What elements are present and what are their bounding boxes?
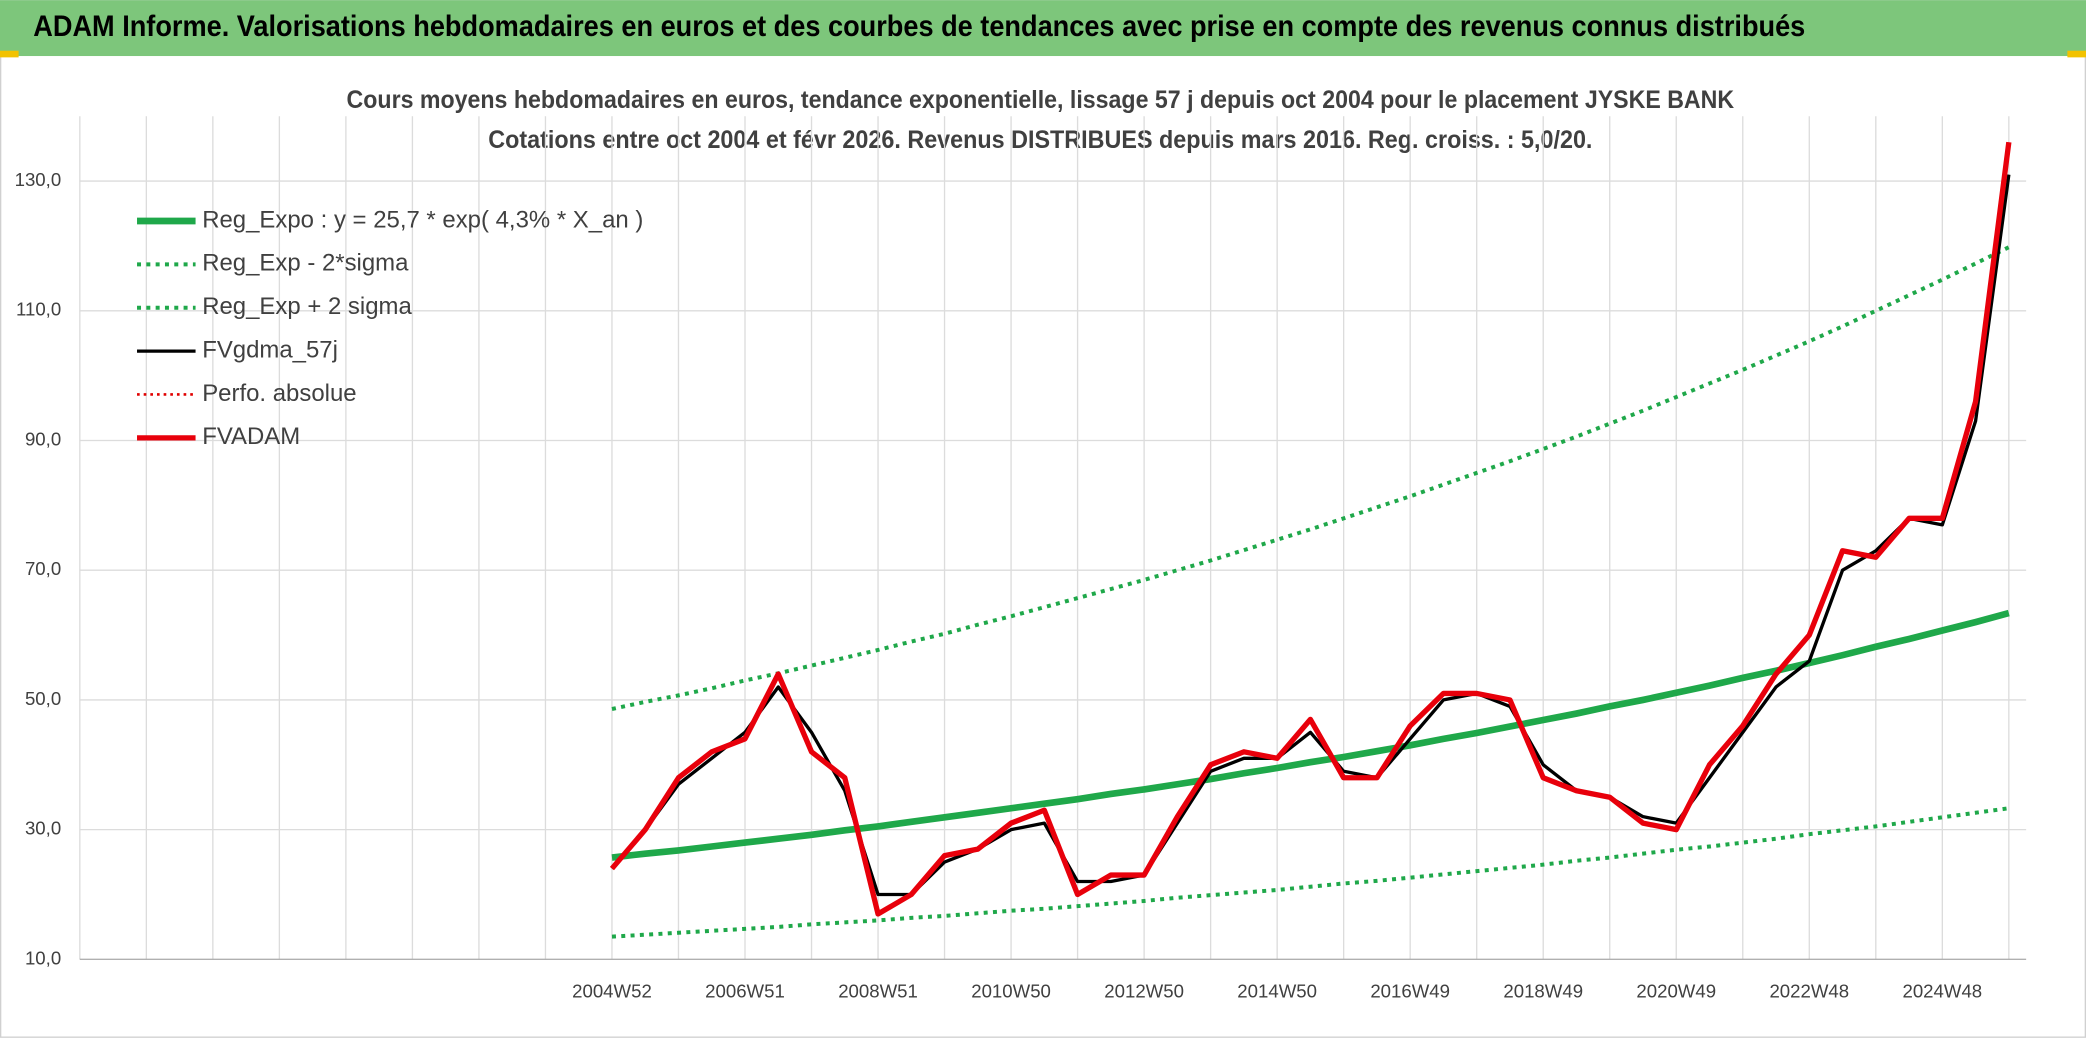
corner (0, 50, 19, 58)
plot (609, 141, 2012, 939)
legend-label: Reg_Exp + 2 sigma (202, 293, 412, 320)
series-line (609, 141, 2012, 917)
x-tick-label: 2014W50 (1237, 981, 1317, 1002)
legend-label: Reg_Expo : y = 25,7 * exp( 4,3% * X_an ) (202, 206, 643, 233)
x-tick-label: 2004W52 (572, 981, 652, 1002)
header-title: ADAM Informe. Valorisations hebdomadaire… (33, 11, 1805, 43)
legend: Reg_Expo : y = 25,7 * exp( 4,3% * X_an )… (137, 206, 643, 450)
x-tick-label: 2008W51 (838, 981, 918, 1002)
legend-label: Reg_Exp - 2*sigma (202, 250, 409, 277)
y-tick-label: 70,0 (25, 558, 61, 579)
x-tick-label: 2020W49 (1636, 981, 1716, 1002)
x-tick-label: 2024W48 (1902, 981, 1982, 1002)
y-tick-label: 50,0 (25, 688, 61, 709)
x-tick-label: 2018W49 (1503, 981, 1583, 1002)
y-tick-label: 110,0 (16, 299, 61, 320)
y-tick-label: 30,0 (25, 818, 61, 839)
legend-label: FVgdma_57j (202, 336, 338, 363)
grid: 2004W52 2006W51 2008W51 2010W50 2012W50 2014W… (15, 116, 2027, 1002)
x-tick-label: 2022W48 (1769, 981, 1849, 1002)
series-line (611, 806, 2010, 939)
header-bar (0, 0, 2086, 57)
x-tick-label: 2010W50 (971, 981, 1051, 1002)
corner (2067, 50, 2086, 58)
x-tick-label: 2016W49 (1370, 981, 1450, 1002)
x-tick-label: 2006W51 (705, 981, 785, 1002)
x-tick-label: 2012W50 (1104, 981, 1184, 1002)
y-tick-label: 10,0 (25, 947, 61, 968)
y-tick-label: 90,0 (25, 428, 61, 449)
legend-label: Perfo. absolue (202, 380, 356, 407)
y-tick-label: 130,0 (15, 169, 62, 190)
series-line (610, 174, 2011, 897)
chart-subtitle: Cotations entre oct 2004 et févr 2026. R… (488, 126, 1592, 154)
chart-title: Cours moyens hebdomadaires en euros, ten… (347, 86, 1735, 114)
legend-label: FVADAM (202, 423, 300, 450)
